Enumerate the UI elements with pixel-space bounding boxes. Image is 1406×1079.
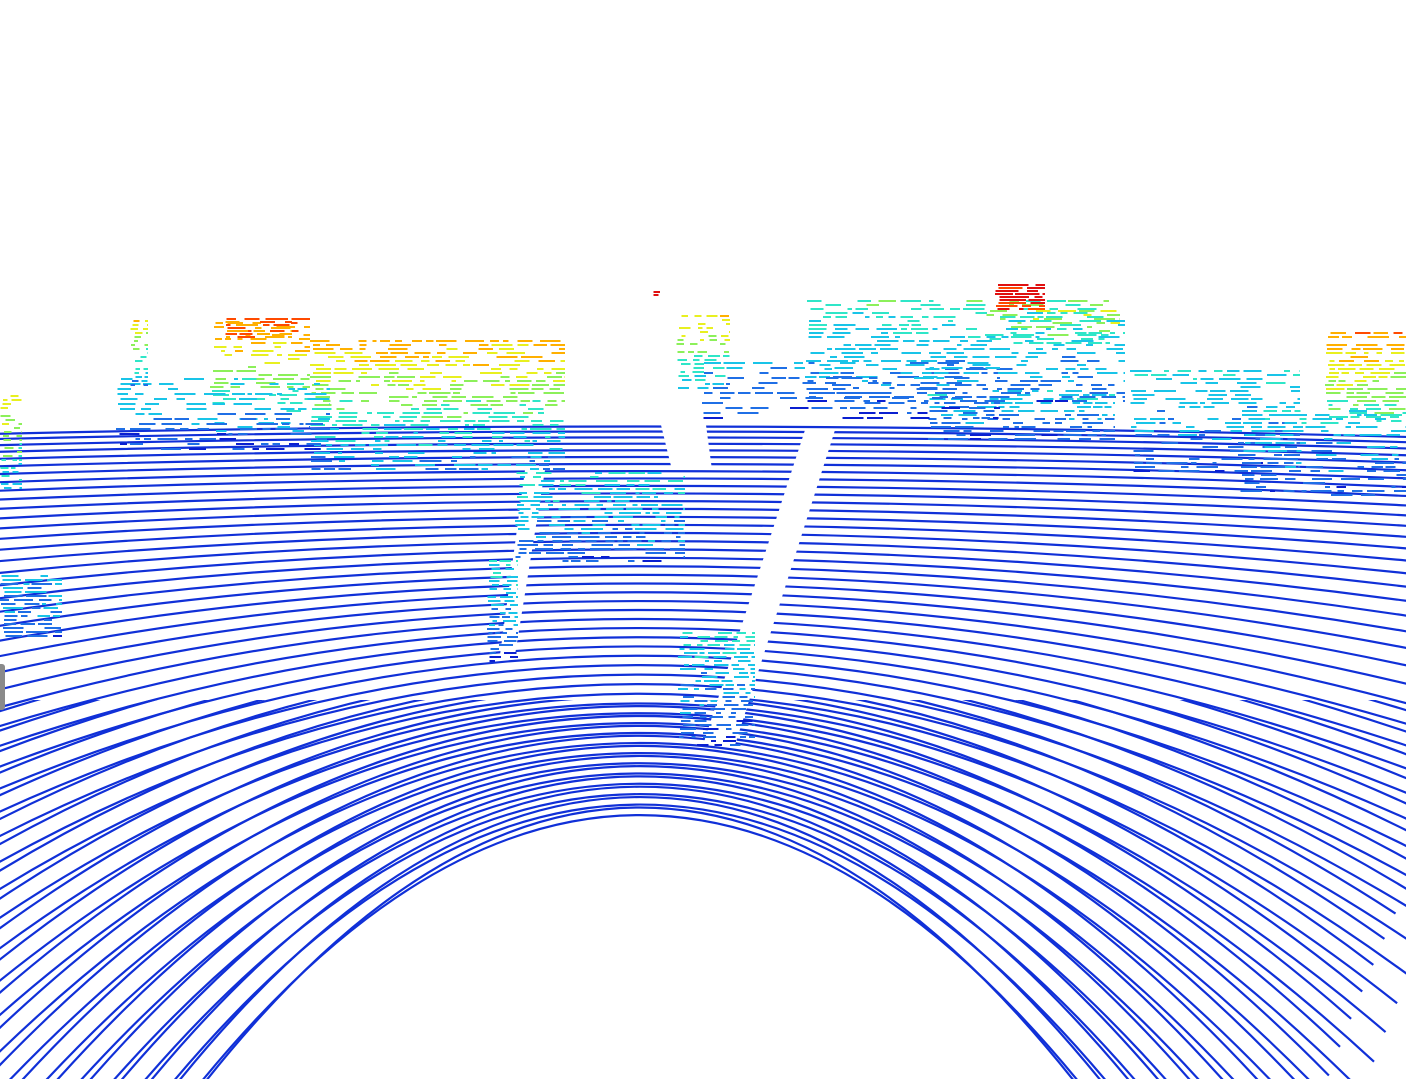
car-left-edge — [0, 575, 62, 638]
scan-ring — [0, 654, 1406, 848]
scan-ring — [0, 582, 1406, 667]
scan-ring — [0, 548, 1406, 602]
scan-ring — [0, 683, 1406, 940]
scan-ring — [0, 442, 1406, 457]
pedestrian-far — [487, 560, 518, 663]
parked-cars-mid — [701, 362, 1000, 420]
scan-ring — [179, 796, 1101, 1079]
scan-ring — [0, 573, 1406, 650]
scan-ring — [0, 499, 1406, 527]
scan-ring — [21, 744, 1259, 1079]
scan-ring — [0, 462, 1406, 480]
scan-ring — [206, 806, 1074, 1079]
tree-top-orange — [225, 318, 292, 339]
parked-van — [515, 472, 685, 563]
scan-ring — [0, 741, 1310, 1079]
scan-ring — [9, 752, 1271, 1079]
scan-ring — [0, 704, 1352, 1020]
scan-ring — [45, 762, 1235, 1079]
scan-ring — [89, 765, 1191, 1079]
scan-ring — [0, 645, 1406, 820]
scan-ring — [56, 755, 1224, 1079]
ground-scan-rings-visible — [0, 380, 1406, 1079]
street-pole — [676, 315, 730, 390]
scan-ring — [0, 734, 1295, 1079]
scan-ring — [0, 664, 1406, 877]
scan-ring — [0, 617, 1406, 747]
scan-ring — [113, 782, 1167, 1079]
occlusion-shadow — [703, 430, 835, 745]
scan-ring — [0, 608, 1406, 725]
scan-ring — [0, 722, 1375, 1063]
scan-ring — [0, 591, 1406, 685]
scan-ring — [0, 425, 1406, 439]
occlusion-shadow — [0, 0, 1406, 700]
scan-ring — [0, 565, 1406, 633]
tree-canopy-right-edge — [1325, 332, 1406, 423]
scan-ring — [0, 430, 1406, 444]
scan-ring — [0, 556, 1406, 617]
scan-ring — [0, 673, 1406, 908]
pedestrian-near — [678, 632, 755, 747]
tree-canopy-left — [310, 340, 565, 471]
parked-cars-right — [1240, 410, 1406, 497]
scan-ring — [0, 714, 1341, 1048]
scan-ring — [0, 712, 1387, 1033]
scan-ring — [0, 692, 1406, 975]
scan-ring — [150, 785, 1130, 1079]
scan-ring — [0, 702, 1398, 1005]
building-edge-left — [0, 395, 22, 490]
scan-ring — [0, 492, 1406, 517]
scan-ring — [0, 627, 1406, 770]
scan-ring — [0, 636, 1406, 794]
scan-ring — [174, 803, 1106, 1079]
scan-ring — [80, 772, 1200, 1079]
viewport-drag-handle[interactable] — [0, 664, 5, 710]
scene-objects — [0, 284, 1406, 747]
scan-ring — [0, 436, 1406, 450]
hedge-row — [116, 378, 330, 451]
street-pole-left — [130, 320, 148, 387]
building-face — [985, 310, 1120, 345]
scan-ring — [0, 600, 1406, 705]
scan-ring — [144, 793, 1136, 1079]
scan-ring — [0, 449, 1406, 464]
scan-ring — [0, 724, 1330, 1077]
scan-ring — [0, 732, 1351, 1079]
far-marker — [653, 291, 660, 297]
scan-ring — [202, 814, 1078, 1079]
scan-ring — [120, 775, 1160, 1079]
scan-ring — [0, 515, 1406, 550]
scan-ring — [0, 470, 1406, 489]
parked-cars-right — [1130, 370, 1300, 473]
building-corner — [995, 284, 1045, 311]
occlusion-shadow — [650, 380, 712, 470]
scan-ring — [0, 523, 1406, 562]
